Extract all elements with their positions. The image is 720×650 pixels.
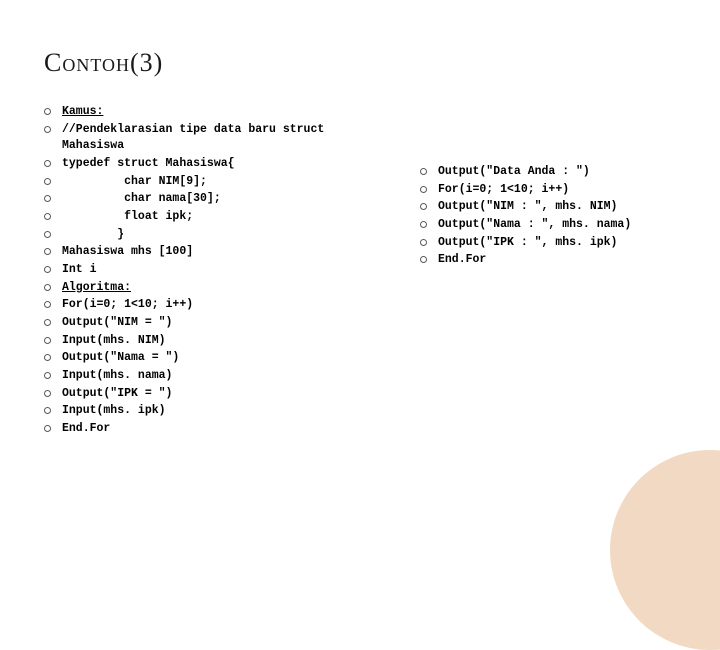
bullet-icon — [44, 319, 51, 326]
list-item: Output("Nama = ") — [44, 350, 384, 367]
list-item-text: For(i=0; 1<10; i++) — [438, 182, 676, 199]
bullet-icon — [420, 168, 427, 175]
bullet-icon — [44, 284, 51, 291]
list-item: For(i=0; 1<10; i++) — [44, 297, 384, 314]
list-item-text: Input(mhs. nama) — [62, 368, 384, 385]
list-item: //Pendeklarasian tipe data baru struct M… — [44, 122, 384, 155]
bullet-icon — [420, 256, 427, 263]
list-item-text: Input(mhs. NIM) — [62, 333, 384, 350]
list-item-text: Output("NIM : ", mhs. NIM) — [438, 199, 676, 216]
list-item: } — [44, 227, 384, 244]
list-item: Algoritma: — [44, 280, 384, 297]
list-item-text: End.For — [438, 252, 676, 269]
content-area: Kamus://Pendeklarasian tipe data baru st… — [44, 104, 676, 439]
title-num: (3) — [130, 48, 163, 77]
list-item-text: //Pendeklarasian tipe data baru struct M… — [62, 122, 384, 155]
list-item: char nama[30]; — [44, 191, 384, 208]
list-item-text: Output("IPK : ", mhs. ipk) — [438, 235, 676, 252]
list-item-text: Output("NIM = ") — [62, 315, 384, 332]
list-item: char NIM[9]; — [44, 174, 384, 191]
title-caps: Contoh — [44, 48, 130, 77]
list-item: For(i=0; 1<10; i++) — [420, 182, 676, 199]
bullet-icon — [44, 372, 51, 379]
list-item-text: Int i — [62, 262, 384, 279]
list-item: Int i — [44, 262, 384, 279]
list-item: float ipk; — [44, 209, 384, 226]
list-item: Output("Data Anda : ") — [420, 164, 676, 181]
list-item: Output("NIM : ", mhs. NIM) — [420, 199, 676, 216]
list-item-text: Output("Nama : ", mhs. nama) — [438, 217, 676, 234]
list-item-text: Output("Nama = ") — [62, 350, 384, 367]
bullet-icon — [420, 221, 427, 228]
bullet-icon — [420, 239, 427, 246]
bullet-icon — [44, 354, 51, 361]
right-column: Output("Data Anda : ")For(i=0; 1<10; i++… — [420, 104, 676, 439]
bullet-icon — [44, 160, 51, 167]
list-item-text: char NIM[9]; — [62, 174, 384, 191]
list-item: Output("IPK = ") — [44, 386, 384, 403]
list-item: Kamus: — [44, 104, 384, 121]
list-item: End.For — [44, 421, 384, 438]
list-item: Input(mhs. ipk) — [44, 403, 384, 420]
left-column: Kamus://Pendeklarasian tipe data baru st… — [44, 104, 384, 439]
bullet-icon — [420, 203, 427, 210]
bullet-icon — [44, 178, 51, 185]
list-item-text: char nama[30]; — [62, 191, 384, 208]
slide: Contoh(3) Kamus://Pendeklarasian tipe da… — [0, 0, 720, 540]
list-item: Output("IPK : ", mhs. ipk) — [420, 235, 676, 252]
list-item-text: Output("Data Anda : ") — [438, 164, 676, 181]
bullet-icon — [44, 425, 51, 432]
bullet-icon — [44, 390, 51, 397]
bullet-icon — [44, 231, 51, 238]
list-item: typedef struct Mahasiswa{ — [44, 156, 384, 173]
decorative-circle — [610, 450, 720, 650]
bullet-icon — [44, 126, 51, 133]
bullet-icon — [44, 108, 51, 115]
list-item-text: } — [62, 227, 384, 244]
list-item-text: float ipk; — [62, 209, 384, 226]
slide-title: Contoh(3) — [44, 48, 676, 78]
list-item-text: Mahasiswa mhs [100] — [62, 244, 384, 261]
list-item-text: For(i=0; 1<10; i++) — [62, 297, 384, 314]
list-item: End.For — [420, 252, 676, 269]
list-item-text: Output("IPK = ") — [62, 386, 384, 403]
list-item-text: End.For — [62, 421, 384, 438]
bullet-icon — [420, 186, 427, 193]
list-item-text: typedef struct Mahasiswa{ — [62, 156, 384, 173]
list-item: Input(mhs. NIM) — [44, 333, 384, 350]
list-item: Input(mhs. nama) — [44, 368, 384, 385]
bullet-icon — [44, 337, 51, 344]
bullet-icon — [44, 266, 51, 273]
bullet-icon — [44, 195, 51, 202]
list-item-text: Algoritma: — [62, 280, 384, 297]
list-item-text: Kamus: — [62, 104, 384, 121]
bullet-icon — [44, 407, 51, 414]
bullet-icon — [44, 213, 51, 220]
list-item: Output("Nama : ", mhs. nama) — [420, 217, 676, 234]
list-item: Mahasiswa mhs [100] — [44, 244, 384, 261]
bullet-icon — [44, 301, 51, 308]
list-item: Output("NIM = ") — [44, 315, 384, 332]
bullet-icon — [44, 248, 51, 255]
list-item-text: Input(mhs. ipk) — [62, 403, 384, 420]
